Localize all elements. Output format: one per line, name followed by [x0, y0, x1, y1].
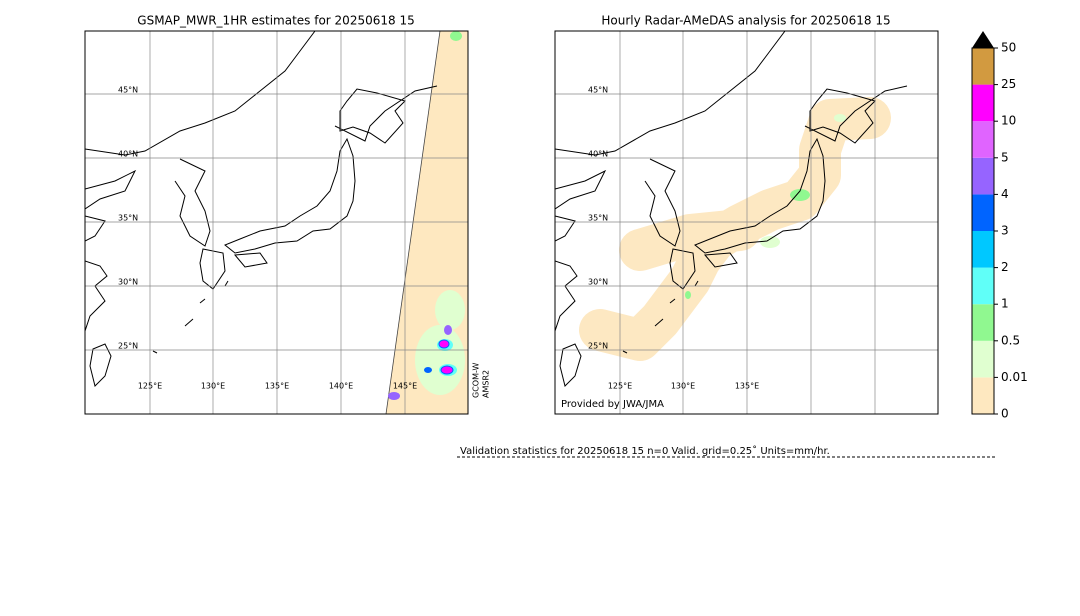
colorbar-label: 5 — [1001, 150, 1009, 164]
lon-label: 145°E — [393, 382, 417, 391]
lat-label: 35°N — [118, 214, 138, 223]
right-map-title: Hourly Radar-AMeDAS analysis for 2025061… — [601, 14, 890, 28]
colorbar-label: 1 — [1001, 297, 1009, 311]
lat-label: 40°N — [118, 150, 138, 159]
colorbar-label: 2 — [1001, 260, 1009, 274]
lon-label: 125°E — [608, 382, 632, 391]
colorbar-segment — [972, 267, 994, 305]
left-map — [85, 31, 468, 414]
colorbar: 0 0.01 0.5 1 2 3 4 5 10 25 50 — [971, 31, 1028, 421]
lon-label: 135°E — [265, 382, 289, 391]
colorbar-label: 4 — [1001, 187, 1009, 201]
lat-label: 40°N — [588, 150, 608, 159]
colorbar-label: 3 — [1001, 224, 1009, 238]
colorbar-segment — [972, 340, 994, 378]
lon-label: 140°E — [329, 382, 353, 391]
lon-label: 130°E — [201, 382, 225, 391]
right-map — [555, 31, 938, 414]
credit: Provided by JWA/JMA — [561, 399, 664, 410]
colorbar-label: 0.5 — [1001, 333, 1020, 347]
validation-text: Validation statistics for 20250618 15 n=… — [460, 445, 830, 457]
lon-label: 130°E — [671, 382, 695, 391]
colorbar-segment — [972, 84, 994, 122]
lon-label: 135°E — [735, 382, 759, 391]
lat-label: 30°N — [588, 278, 608, 287]
colorbar-label: 0 — [1001, 407, 1009, 421]
lat-label: 35°N — [588, 214, 608, 223]
lat-label: 25°N — [118, 342, 138, 351]
colorbar-extend — [972, 31, 994, 48]
lon-label: 125°E — [138, 382, 162, 391]
colorbar-segment — [972, 194, 994, 231]
colorbar-segment — [972, 121, 994, 158]
colorbar-segment — [972, 48, 994, 85]
right-map-frame — [554, 30, 939, 415]
colorbar-label: 25 — [1001, 77, 1016, 91]
colorbar-segment — [972, 304, 994, 341]
lat-label: 45°N — [588, 86, 608, 95]
colorbar-segment — [972, 231, 994, 268]
lat-label: 25°N — [588, 342, 608, 351]
colorbar-segment — [972, 377, 994, 414]
lat-label: 45°N — [118, 86, 138, 95]
left-map-frame — [84, 30, 469, 415]
satellite-label: AMSR2 — [482, 370, 491, 398]
colorbar-label: 0.01 — [1001, 370, 1028, 384]
left-map-title: GSMAP_MWR_1HR estimates for 20250618 15 — [137, 14, 414, 28]
colorbar-label: 50 — [1001, 41, 1016, 55]
lat-label: 30°N — [118, 278, 138, 287]
colorbar-label: 10 — [1001, 114, 1016, 128]
colorbar-segment — [972, 157, 994, 195]
satellite-label: GCOM-W — [472, 362, 481, 398]
